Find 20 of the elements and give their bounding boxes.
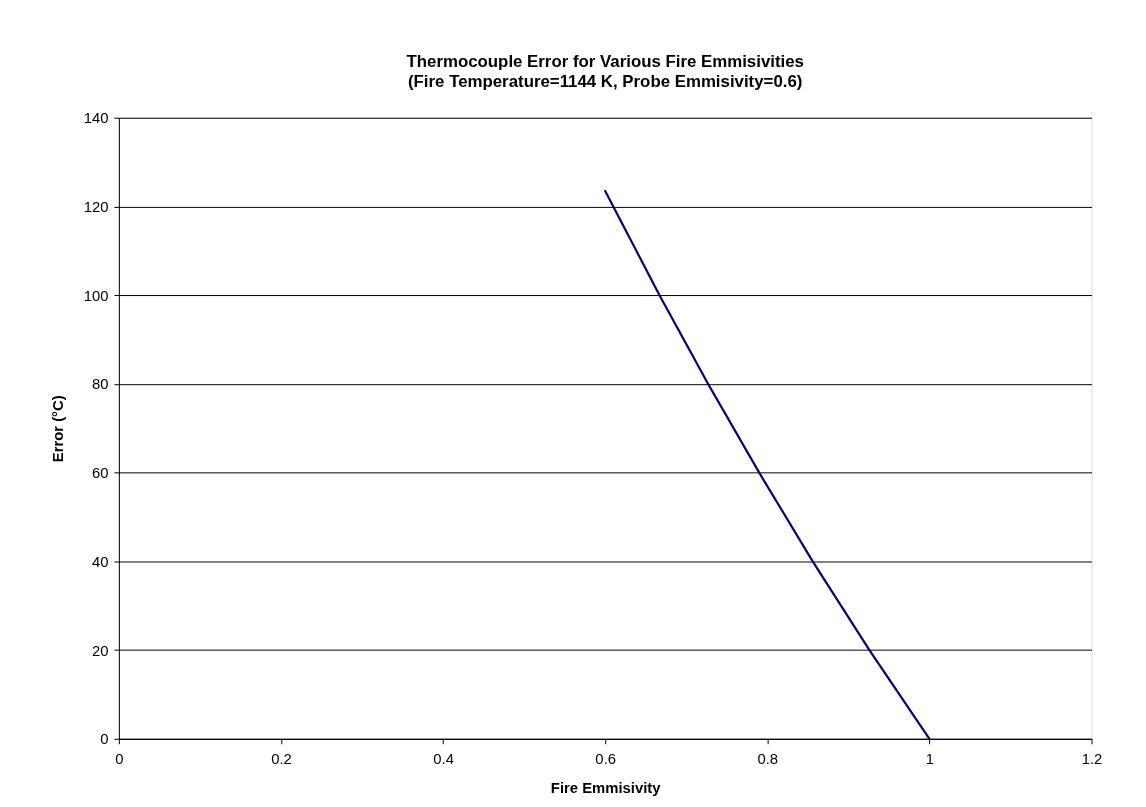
x-tick-label: 0.8 <box>757 751 779 768</box>
x-tick-label: 0 <box>115 751 124 768</box>
y-tick-label: 80 <box>91 376 109 393</box>
y-tick-label: 140 <box>83 110 109 127</box>
y-tick-label: 60 <box>91 465 109 482</box>
y-tick-label: 40 <box>91 553 109 570</box>
y-axis-title: Error (°C) <box>49 395 66 463</box>
x-tick-label: 0.2 <box>271 751 292 768</box>
x-tick-label: 1 <box>925 751 935 768</box>
y-tick-label: 0 <box>100 731 109 748</box>
line-series <box>604 189 931 740</box>
chart-subtitle: (Fire Temperature=1144 K, Probe Emmisivity=0.6) <box>407 72 803 92</box>
x-tick-label: 1.2 <box>1081 751 1103 768</box>
x-tick-label: 0.4 <box>433 751 454 768</box>
y-tick-label: 100 <box>83 287 109 304</box>
x-axis-title: Fire Emmisivity <box>550 779 662 796</box>
y-tick-label: 120 <box>83 198 109 215</box>
y-tick-label: 20 <box>91 642 109 659</box>
x-tick-label: 0.6 <box>595 751 617 768</box>
chart-title: Thermocouple Error for Various Fire Emmisivities <box>406 52 804 72</box>
